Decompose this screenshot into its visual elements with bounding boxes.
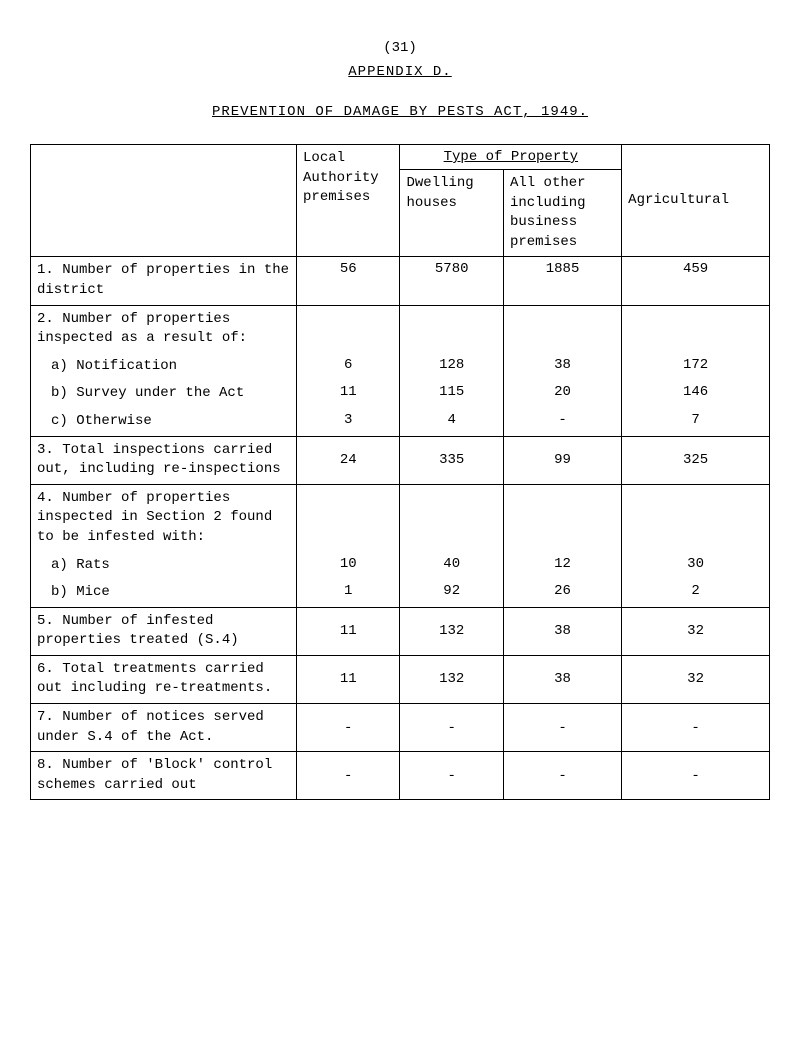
cell: 128: [400, 353, 503, 381]
cell: [400, 305, 503, 353]
cell: 459: [622, 257, 770, 305]
cell: 11: [297, 607, 400, 655]
row-sublabel: c) Otherwise: [31, 408, 297, 436]
cell: -: [503, 752, 621, 800]
cell: [503, 305, 621, 353]
row-sublabel: b) Survey under the Act: [31, 380, 297, 408]
cell: 132: [400, 607, 503, 655]
cell: -: [622, 752, 770, 800]
table-row: c) Otherwise 3 4 - 7: [31, 408, 770, 436]
cell: 7: [622, 408, 770, 436]
cell: 20: [503, 380, 621, 408]
cell: 40: [400, 552, 503, 580]
cell: 115: [400, 380, 503, 408]
cell: 32: [622, 607, 770, 655]
cell: 11: [297, 380, 400, 408]
cell: -: [297, 704, 400, 752]
row-label: 6. Total treatments carried out includin…: [31, 655, 297, 703]
cell: 38: [503, 353, 621, 381]
table-row: 7. Number of notices served under S.4 of…: [31, 704, 770, 752]
cell: -: [400, 752, 503, 800]
cell: 172: [622, 353, 770, 381]
cell: [400, 484, 503, 551]
row-label: 3. Total inspections carried out, includ…: [31, 436, 297, 484]
cell: 12: [503, 552, 621, 580]
table-row: 6. Total treatments carried out includin…: [31, 655, 770, 703]
table-row: b) Mice 1 92 26 2: [31, 579, 770, 607]
cell: 38: [503, 607, 621, 655]
cell: [622, 484, 770, 551]
table-row: a) Notification 6 128 38 172: [31, 353, 770, 381]
table-row: b) Survey under the Act 11 115 20 146: [31, 380, 770, 408]
cell: 56: [297, 257, 400, 305]
main-table: Local Authority premises Type of Propert…: [30, 144, 770, 800]
cell: 30: [622, 552, 770, 580]
cell: -: [297, 752, 400, 800]
cell: 10: [297, 552, 400, 580]
appendix-text: APPENDIX D.: [348, 64, 451, 80]
cell: 99: [503, 436, 621, 484]
col-all-other: All other including business premises: [503, 170, 621, 257]
row-label: 1. Number of properties in the district: [31, 257, 297, 305]
cell: -: [503, 704, 621, 752]
cell: 146: [622, 380, 770, 408]
cell: 335: [400, 436, 503, 484]
header-row-1: Local Authority premises Type of Propert…: [31, 145, 770, 170]
cell: 2: [622, 579, 770, 607]
table-row: a) Rats 10 40 12 30: [31, 552, 770, 580]
row-label: 7. Number of notices served under S.4 of…: [31, 704, 297, 752]
col-dwelling: Dwelling houses: [400, 170, 503, 257]
page-number: (31): [30, 40, 770, 56]
title-text: PREVENTION OF DAMAGE BY PESTS ACT, 1949.: [212, 104, 588, 120]
cell: 92: [400, 579, 503, 607]
row-label: 8. Number of 'Block' control schemes car…: [31, 752, 297, 800]
cell: 132: [400, 655, 503, 703]
row-label: 5. Number of infested properties treated…: [31, 607, 297, 655]
appendix-heading: APPENDIX D.: [30, 64, 770, 80]
cell: 26: [503, 579, 621, 607]
table-row: 3. Total inspections carried out, includ…: [31, 436, 770, 484]
cell: 6: [297, 353, 400, 381]
cell: 1: [297, 579, 400, 607]
cell: 5780: [400, 257, 503, 305]
cell: 38: [503, 655, 621, 703]
cell: [297, 305, 400, 353]
cell: 32: [622, 655, 770, 703]
cell: 11: [297, 655, 400, 703]
col-agricultural: Agricultural: [622, 145, 770, 257]
row-sublabel: a) Rats: [31, 552, 297, 580]
cell: [503, 484, 621, 551]
cell: -: [503, 408, 621, 436]
document-title: PREVENTION OF DAMAGE BY PESTS ACT, 1949.: [30, 104, 770, 120]
cell: [622, 305, 770, 353]
col-local-authority: Local Authority premises: [297, 145, 400, 257]
row-sublabel: a) Notification: [31, 353, 297, 381]
table-row: 4. Number of properties inspected in Sec…: [31, 484, 770, 551]
col-type-of-property: Type of Property: [400, 145, 622, 170]
row-sublabel: b) Mice: [31, 579, 297, 607]
cell: 1885: [503, 257, 621, 305]
table-row: 2. Number of properties inspected as a r…: [31, 305, 770, 353]
row-label: 4. Number of properties inspected in Sec…: [31, 484, 297, 551]
cell: -: [400, 704, 503, 752]
cell: 24: [297, 436, 400, 484]
header-blank: [31, 145, 297, 257]
cell: 4: [400, 408, 503, 436]
table-row: 8. Number of 'Block' control schemes car…: [31, 752, 770, 800]
row-label: 2. Number of properties inspected as a r…: [31, 305, 297, 353]
cell: [297, 484, 400, 551]
table-row: 1. Number of properties in the district …: [31, 257, 770, 305]
cell: -: [622, 704, 770, 752]
cell: 3: [297, 408, 400, 436]
cell: 325: [622, 436, 770, 484]
table-row: 5. Number of infested properties treated…: [31, 607, 770, 655]
